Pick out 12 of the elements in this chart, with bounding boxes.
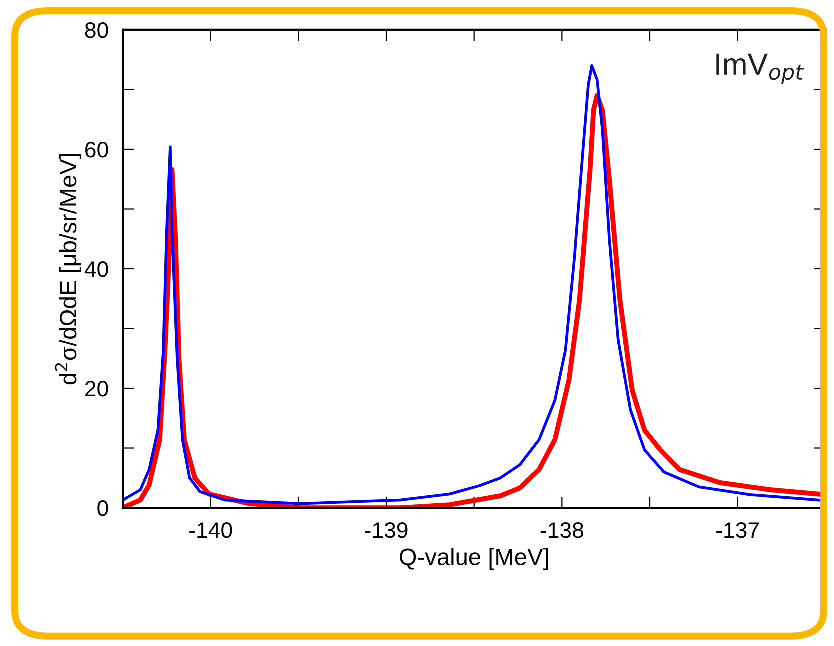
x-tick-label: -139	[365, 522, 408, 538]
y-tick-label: 80	[85, 22, 108, 38]
x-tick-label: -137	[716, 522, 759, 538]
x-tick-label: -140	[190, 522, 232, 538]
y-axis-title: d$^{2}$σ/dΩdE [μb/sr/MeV]	[55, 154, 82, 385]
y-tick-label: 20	[86, 381, 108, 397]
y-tick-label: 0	[98, 500, 108, 516]
x-tick-label: -138	[540, 522, 584, 538]
annotation: ImV$_{opt}$	[716, 54, 804, 84]
y-tick-label: 60	[86, 142, 108, 158]
x-axis-title: Q-value [MeV]	[400, 548, 548, 570]
y-tick-label: 40	[84, 262, 108, 278]
